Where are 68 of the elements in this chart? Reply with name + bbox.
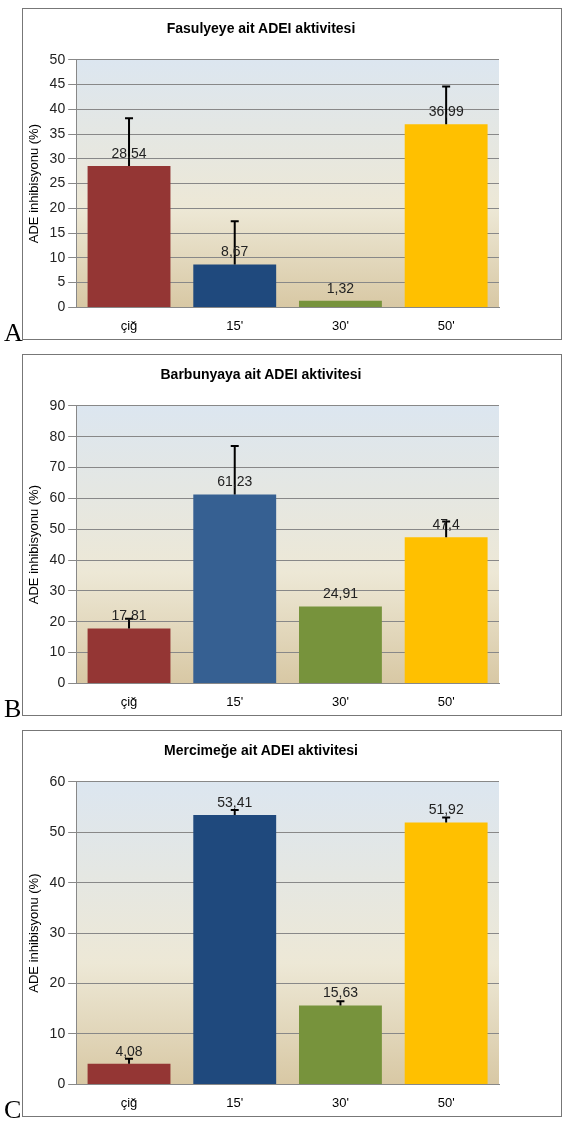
y-tick-label: 40	[49, 550, 66, 567]
y-tick-label: 10	[49, 643, 66, 660]
x-tick-label: 30'	[331, 693, 349, 709]
y-tick-label: 10	[49, 1024, 66, 1041]
y-tick-label: 25	[49, 174, 66, 191]
bar	[193, 264, 277, 307]
y-tick-label: 60	[49, 489, 66, 506]
x-tick-label: 50'	[437, 1094, 455, 1110]
data-label: 51,92	[428, 801, 464, 818]
y-tick-label: 50	[49, 520, 66, 537]
y-tick-label: 20	[49, 974, 66, 991]
y-tick-label: 40	[49, 873, 66, 890]
y-tick-label: 0	[57, 674, 66, 691]
bar	[193, 815, 277, 1084]
bar	[193, 494, 277, 683]
y-tick-label: 50	[49, 823, 66, 840]
y-tick-label: 0	[57, 298, 66, 315]
chart-title: Fasulyeye ait ADEI aktivitesi	[166, 20, 356, 37]
y-tick-label: 60	[49, 772, 66, 789]
text: C	[4, 1095, 22, 1125]
x-tick-label: 15'	[226, 1094, 244, 1110]
y-tick-label: 45	[49, 75, 66, 92]
y-axis-title: ADE inhibisyonu (%)	[26, 484, 42, 605]
x-tick-label: çiğ	[120, 693, 138, 709]
bar	[87, 166, 171, 307]
x-tick-label: 50'	[437, 317, 455, 333]
x-tick-label: 15'	[226, 317, 244, 333]
y-tick-label: 80	[49, 427, 66, 444]
y-tick-label: 5	[57, 273, 66, 290]
y-tick-label: 20	[49, 199, 66, 216]
data-label: 4,08	[115, 1042, 143, 1059]
bar	[404, 124, 488, 307]
y-tick-label: 15	[49, 223, 66, 240]
y-tick-label: 30	[49, 149, 66, 166]
bar	[299, 606, 382, 683]
bar	[87, 1063, 171, 1084]
y-tick-label: 50	[49, 50, 66, 67]
y-tick-label: 30	[49, 581, 66, 598]
y-axis-title: ADE inhibisyonu (%)	[26, 123, 42, 244]
y-tick-label: 70	[49, 458, 66, 475]
x-tick-label: 50'	[437, 693, 455, 709]
y-tick-label: 40	[49, 100, 66, 117]
text: B	[4, 694, 22, 724]
bar	[404, 537, 488, 683]
data-label: 53,41	[217, 793, 253, 810]
x-tick-label: 30'	[331, 1094, 349, 1110]
y-tick-label: 0	[57, 1075, 66, 1092]
y-tick-label: 30	[49, 923, 66, 940]
bar	[299, 1005, 382, 1084]
x-tick-label: çiğ	[120, 1094, 138, 1110]
y-tick-label: 20	[49, 612, 66, 629]
chart-title: Mercimeğe ait ADEI aktivitesi	[163, 742, 359, 759]
y-tick-label: 35	[49, 124, 66, 141]
x-tick-label: 15'	[226, 693, 244, 709]
bar	[404, 822, 488, 1084]
y-tick-label: 90	[49, 396, 66, 413]
y-tick-label: 10	[49, 248, 66, 265]
y-axis-title: ADE inhibisyonu (%)	[26, 873, 42, 993]
x-tick-label: çiğ	[120, 317, 138, 333]
data-label: 24,91	[322, 585, 359, 602]
data-label: 1,32	[326, 279, 355, 296]
data-label: 15,63	[322, 984, 359, 1001]
data-label: 17,81	[111, 607, 147, 624]
x-tick-label: 30'	[331, 317, 349, 333]
bar	[87, 628, 171, 683]
text: A	[4, 318, 23, 348]
bar	[299, 300, 382, 307]
chart-title: Barbunyaya ait ADEI aktivitesi	[160, 366, 362, 383]
